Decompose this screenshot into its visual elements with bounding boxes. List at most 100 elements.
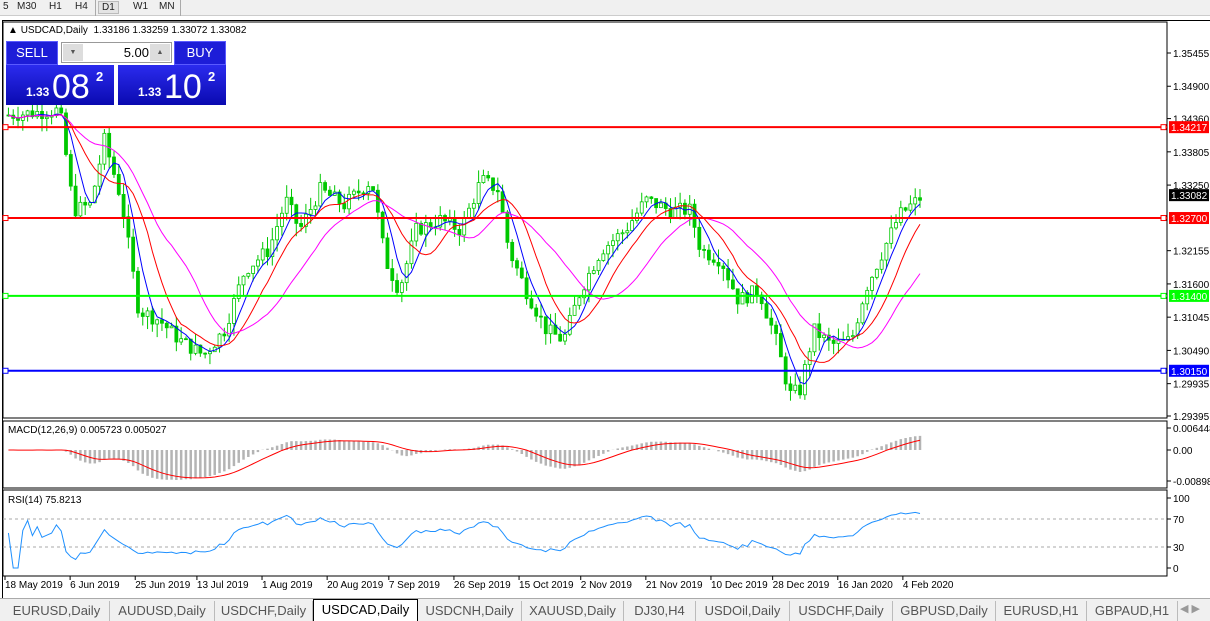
x-tick-label: 1 Aug 2019 [262,580,313,591]
candle-body [505,211,510,243]
tab-eurusd-h1[interactable]: EURUSD,H1 [996,601,1087,621]
tab-usdoil-daily[interactable]: USDOil,Daily [696,601,790,621]
hline-handle-right [1160,215,1167,222]
ask-price[interactable]: 1.33 10 2 [118,65,226,105]
lot-value[interactable]: 5.00 [123,45,149,60]
timeframe-MN[interactable]: MN [159,1,175,12]
candle-body [260,248,265,261]
tab-audusd-daily[interactable]: AUDUSD,Daily [110,601,215,621]
x-tick-label: 13 Jul 2019 [197,580,249,591]
candle-body [227,323,232,337]
candle-body [88,202,92,206]
rsi-tick-label: 100 [1173,494,1190,505]
candle-body [846,336,850,340]
candle-body [769,317,774,326]
hline-price-label: 1.30150 [1171,367,1208,378]
candle-body [730,279,735,290]
candle-body [270,239,275,258]
candle-body [184,338,188,341]
candle-body [366,186,371,194]
x-tick-label: 21 Nov 2019 [646,580,703,591]
candle-body [778,333,783,358]
tab-usdcad-daily[interactable]: USDCAD,Daily [313,599,418,621]
candle-body [337,191,342,204]
hline-handle-right [1160,124,1167,131]
candle-body [404,263,409,284]
tab-usdchf-daily[interactable]: USDCHF,Daily [215,601,313,621]
candle-body [754,285,759,296]
candle-body [145,310,150,317]
timeframe-toolbar: 5 M30 H1 H4 D1 W1 MN [0,0,1210,16]
candle-body [491,177,495,191]
lot-size-input[interactable]: ▼ 5.00 ▲ [61,42,172,63]
candle-body [635,212,639,222]
tab-gbpaud-h1[interactable]: GBPAUD,H1 [1087,601,1178,621]
tab-usdcnh-daily[interactable]: USDCNH,Daily [418,601,522,621]
candle-body [299,223,303,227]
candle-body [850,335,855,338]
hline-handle-right [1160,367,1167,374]
tab-xauusd-daily[interactable]: XAUUSD,Daily [522,601,624,621]
candle-body [395,280,399,293]
candle-body [630,220,635,232]
hline-price-tag [1169,364,1209,377]
toolbar-separator [95,0,96,16]
candle-body [289,196,294,206]
candle-body [865,289,870,305]
candle-body [572,304,577,316]
candle-body [812,323,817,353]
candle-body [97,163,102,187]
rsi-label: RSI(14) 75.8213 [8,495,82,506]
timeframe-D1[interactable]: D1 [98,1,119,14]
candle-body [788,383,793,391]
candle-body [155,319,160,325]
candle-body [711,259,716,263]
candle-body [121,194,126,218]
candle-body [140,312,145,317]
bid-price[interactable]: 1.33 08 2 [6,65,114,105]
hline-handle-left [2,367,9,374]
collapse-triangle-icon[interactable]: ▲ [8,25,18,36]
y-tick-label: 1.35455 [1173,49,1210,60]
sell-button[interactable]: SELL [6,41,58,65]
candle-body [615,233,620,242]
candle-body [208,351,212,355]
candle-body [889,227,894,244]
y-tick-label: 1.31045 [1173,313,1210,324]
candle-body [716,261,721,267]
tab-eurusd-daily[interactable]: EURUSD,Daily [4,601,110,621]
timeframe-H1[interactable]: H1 [49,1,62,12]
candle-body [351,190,356,195]
tab-gbpusd-daily[interactable]: GBPUSD,Daily [893,601,996,621]
candle-body [534,307,539,317]
timeframe-5[interactable]: 5 [3,1,9,12]
candle-body [160,319,164,324]
chart-title: ▲ USDCAD,Daily 1.33186 1.33259 1.33072 1… [8,25,246,36]
candle-body [246,273,251,277]
candle-body [798,384,802,396]
lot-increase-icon[interactable]: ▲ [150,44,170,61]
candle-body [582,289,587,299]
tab-dj30-h4[interactable]: DJ30,H4 [624,601,696,621]
timeframe-M30[interactable]: M30 [17,1,37,12]
tab-usdchf-daily[interactable]: USDCHF,Daily [790,601,893,621]
timeframe-H4[interactable]: H4 [75,1,88,12]
tab-scroll-arrows-icon[interactable]: ◀ ▶ [1180,603,1200,615]
candle-body [313,205,318,210]
candle-body [476,182,481,204]
candle-body [481,175,486,183]
candle-body [678,202,683,208]
rsi-tick-label: 30 [1173,543,1185,554]
y-tick-label: 1.31600 [1173,280,1210,291]
candle-body [486,175,491,179]
candle-body [16,117,20,121]
buy-button[interactable]: BUY [174,41,226,65]
x-tick-label: 4 Feb 2020 [903,580,954,591]
timeframe-W1[interactable]: W1 [133,1,148,12]
candle-body [471,203,476,209]
y-tick-label: 1.29395 [1173,412,1210,423]
lot-decrease-icon[interactable]: ▼ [63,44,83,61]
candle-body [126,216,131,238]
candle-body [164,322,169,329]
